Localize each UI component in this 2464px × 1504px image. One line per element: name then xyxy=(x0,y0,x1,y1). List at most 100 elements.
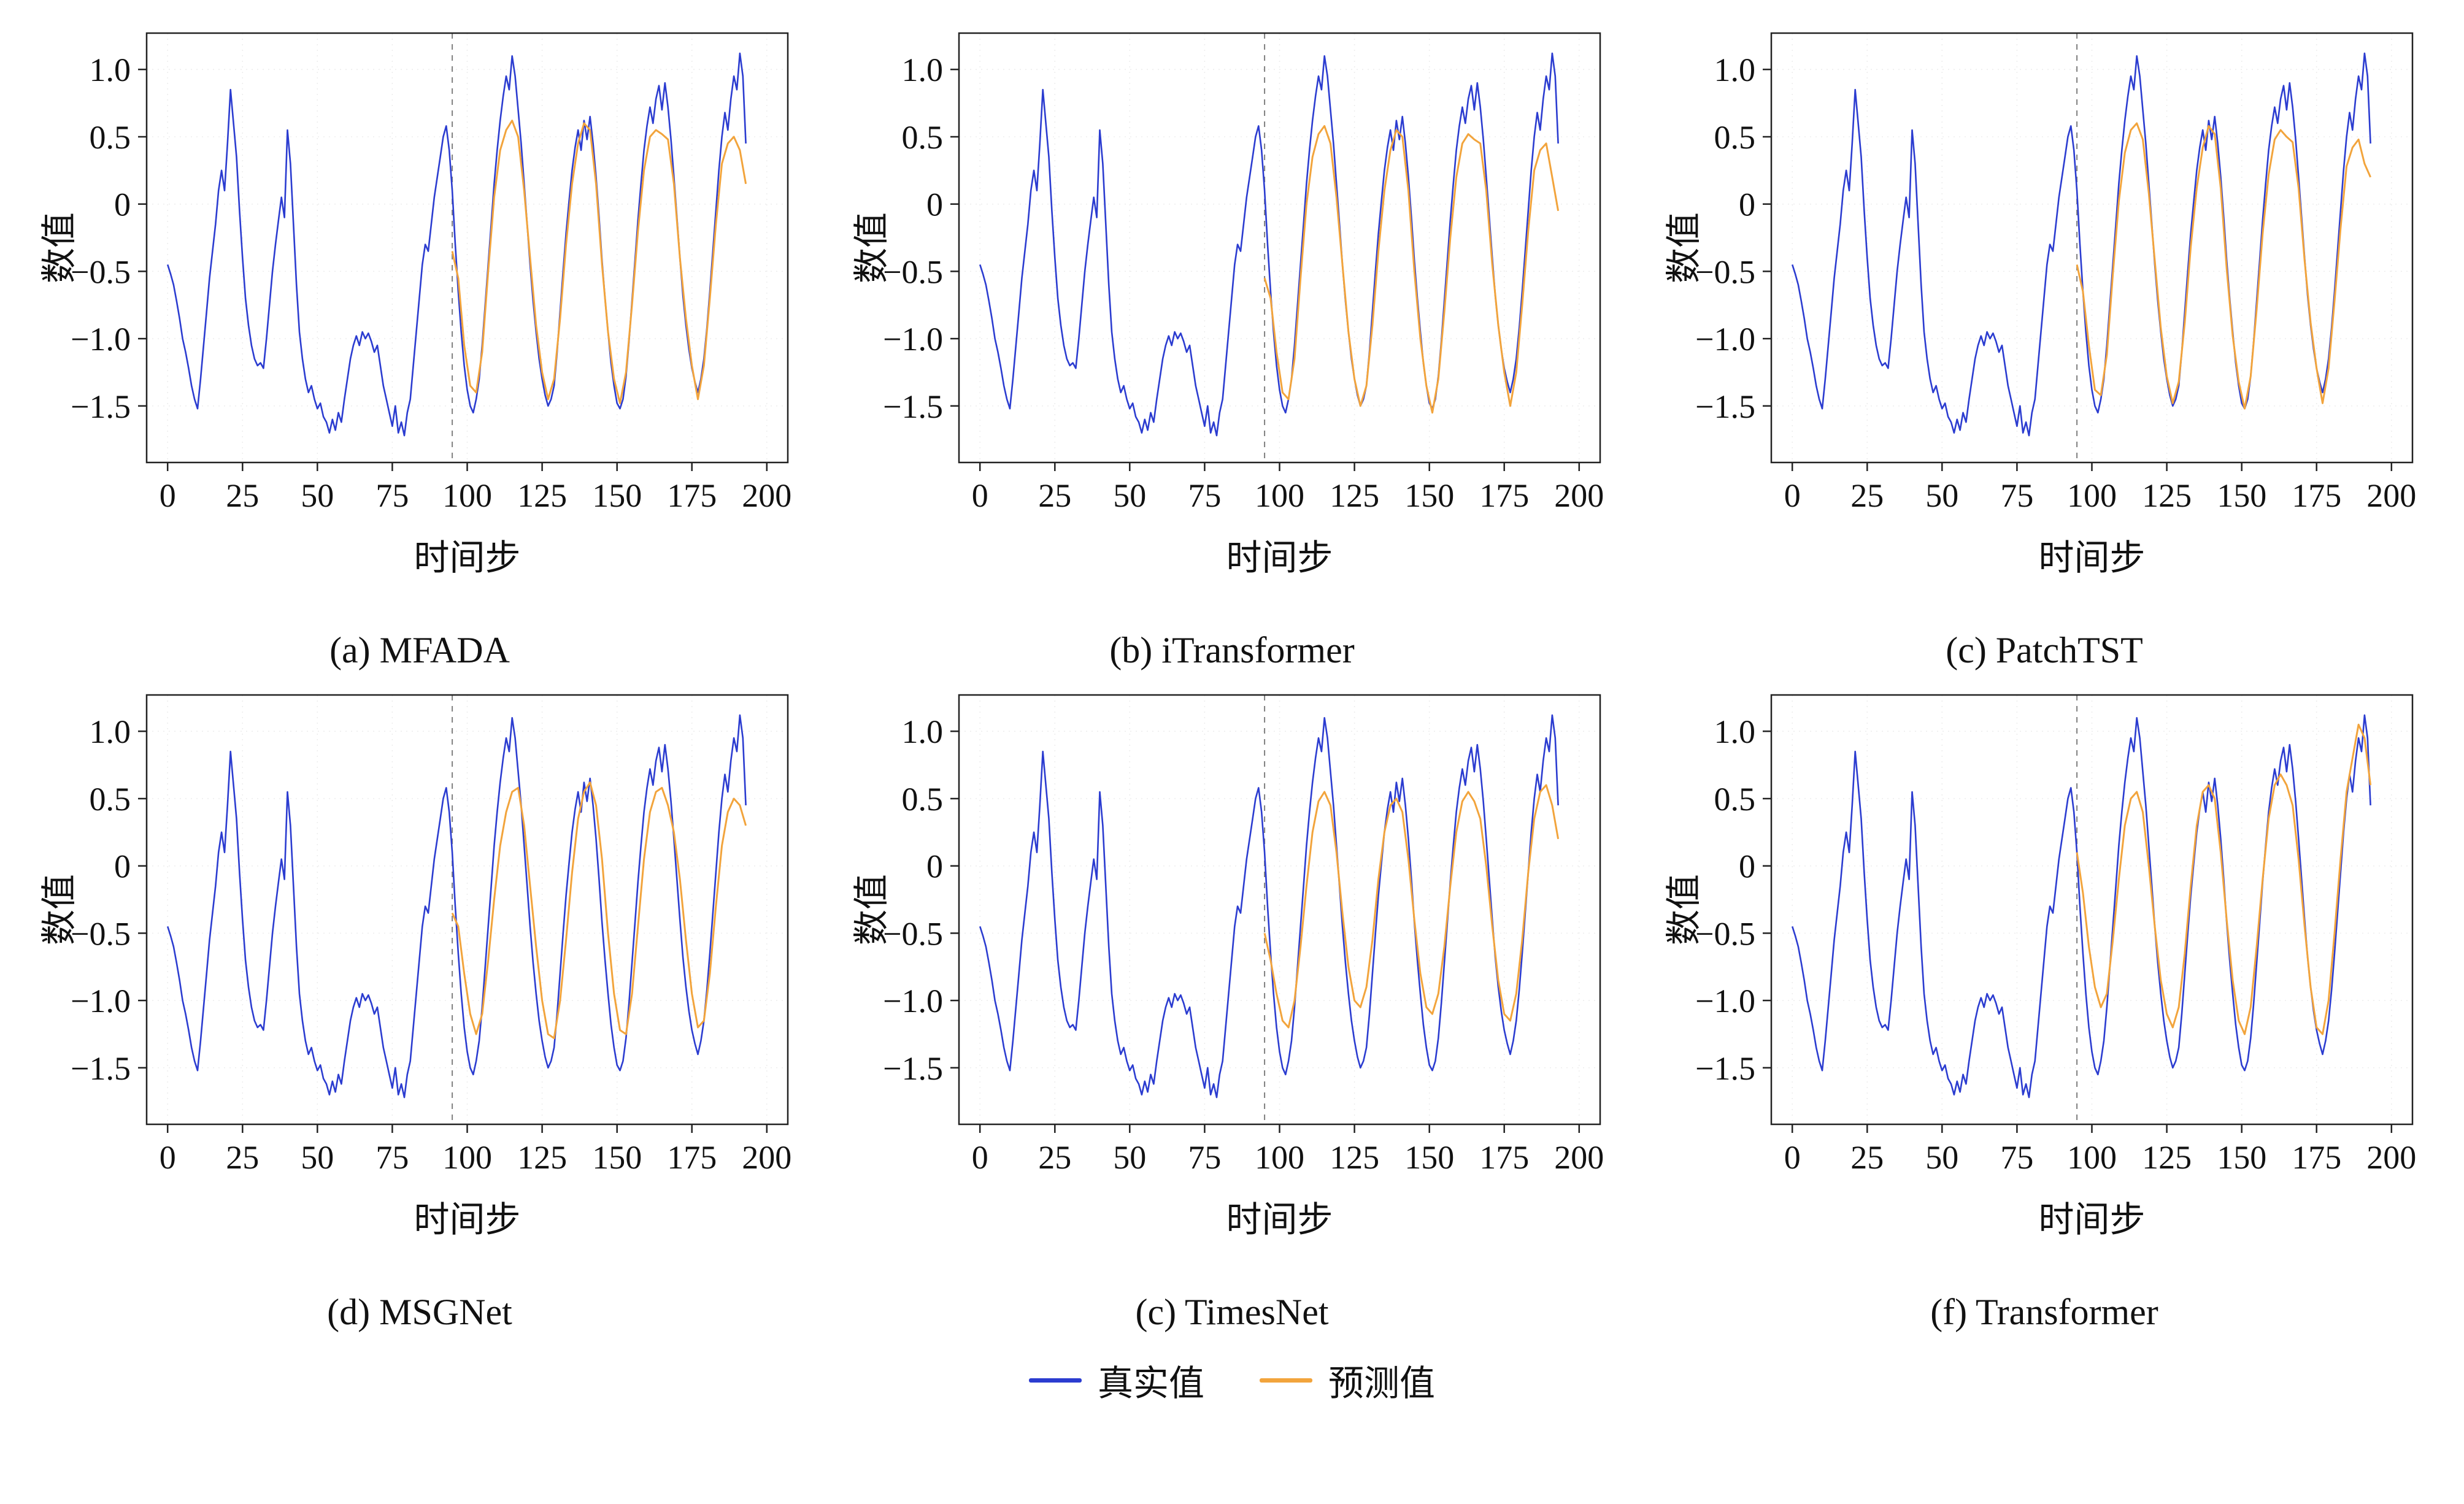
svg-text:−0.5: −0.5 xyxy=(1695,915,1755,952)
svg-text:150: 150 xyxy=(592,1139,642,1176)
svg-text:200: 200 xyxy=(2366,1139,2416,1176)
itransformer-chart: 0 25 50 75 100 125 150 175 200 1.0 0.5 0 −0.5 −1.0 −1.… xyxy=(852,32,1604,578)
patchtst-chart: 0 25 50 75 100 125 150 175 200 1.0 0.5 0 −0.5 −1.0 −1.… xyxy=(1664,32,2416,578)
svg-text:100: 100 xyxy=(1255,477,1304,514)
svg-text:−0.5: −0.5 xyxy=(1695,253,1755,290)
svg-text:50: 50 xyxy=(1925,1139,1958,1176)
legend-item-pred: 预测值 xyxy=(1260,1354,1435,1406)
svg-text:150: 150 xyxy=(2217,1139,2266,1176)
pred-line-swatch xyxy=(1260,1378,1312,1383)
svg-text:175: 175 xyxy=(1479,1139,1529,1176)
svg-text:数值: 数值 xyxy=(852,874,891,945)
svg-text:0: 0 xyxy=(972,1139,988,1176)
svg-text:125: 125 xyxy=(517,477,567,514)
legend-item-true: 真实值 xyxy=(1028,1354,1204,1406)
svg-text:时间步: 时间步 xyxy=(1226,1200,1333,1240)
panels-grid: 0 25 50 75 100 125 150 175 200 1.0 0.5 0 −0.5 −1.0 −1.… xyxy=(25,15,2439,1333)
panel-caption: (b) iTransformer xyxy=(1109,630,1355,670)
svg-text:125: 125 xyxy=(1330,477,1379,514)
svg-text:175: 175 xyxy=(1479,477,1529,514)
svg-text:数值: 数值 xyxy=(852,212,891,283)
svg-text:75: 75 xyxy=(1188,1139,1221,1176)
svg-text:25: 25 xyxy=(1038,1139,1071,1176)
svg-text:175: 175 xyxy=(2292,477,2341,514)
panel-itransformer: 0 25 50 75 100 125 150 175 200 1.0 0.5 0 −0.5 −1.0 −1.… xyxy=(837,15,1627,672)
svg-text:1.0: 1.0 xyxy=(1714,52,1756,88)
svg-text:50: 50 xyxy=(301,1139,334,1176)
svg-text:100: 100 xyxy=(442,1139,492,1176)
svg-text:25: 25 xyxy=(226,1139,259,1176)
svg-text:150: 150 xyxy=(1404,477,1454,514)
svg-text:时间步: 时间步 xyxy=(2038,1200,2145,1240)
svg-text:100: 100 xyxy=(1255,1139,1304,1176)
svg-text:200: 200 xyxy=(742,477,791,514)
svg-text:−1.5: −1.5 xyxy=(71,388,131,425)
svg-text:时间步: 时间步 xyxy=(414,1200,520,1240)
svg-text:0: 0 xyxy=(160,477,176,514)
svg-text:时间步: 时间步 xyxy=(1226,538,1333,578)
svg-text:75: 75 xyxy=(2000,1139,2033,1176)
svg-text:1.0: 1.0 xyxy=(902,713,944,750)
legend: 真实值 预测值 xyxy=(25,1354,2439,1406)
svg-text:0.5: 0.5 xyxy=(1714,781,1756,818)
svg-text:0: 0 xyxy=(926,186,943,223)
svg-text:−1.0: −1.0 xyxy=(883,321,943,358)
svg-text:0: 0 xyxy=(160,1139,176,1176)
svg-text:50: 50 xyxy=(301,477,334,514)
svg-text:50: 50 xyxy=(1925,477,1958,514)
svg-text:−1.0: −1.0 xyxy=(1695,321,1755,358)
svg-text:0: 0 xyxy=(972,477,988,514)
svg-text:0: 0 xyxy=(1739,186,1755,223)
svg-text:−1.0: −1.0 xyxy=(71,983,131,1019)
svg-text:−1.5: −1.5 xyxy=(1695,1050,1755,1087)
svg-text:200: 200 xyxy=(1554,1139,1604,1176)
svg-text:75: 75 xyxy=(1188,477,1221,514)
svg-text:−1.0: −1.0 xyxy=(71,321,131,358)
svg-text:150: 150 xyxy=(592,477,642,514)
svg-text:0: 0 xyxy=(926,848,943,885)
svg-text:25: 25 xyxy=(1850,477,1884,514)
panel-timesnet: 0 25 50 75 100 125 150 175 200 1.0 0.5 0 −0.5 −1.0 −1.… xyxy=(837,677,1627,1333)
mfada-chart: 0 25 50 75 100 125 150 175 200 1.0 0.5 0 −0.5 −1.0 −1.… xyxy=(39,32,791,578)
svg-text:125: 125 xyxy=(2142,1139,2192,1176)
svg-text:数值: 数值 xyxy=(1664,874,1704,945)
svg-text:0.5: 0.5 xyxy=(902,119,944,156)
svg-text:−0.5: −0.5 xyxy=(71,253,131,290)
svg-text:75: 75 xyxy=(2000,477,2033,514)
figure: 0 25 50 75 100 125 150 175 200 1.0 0.5 0 −0.5 −1.0 −1.… xyxy=(25,15,2439,1406)
svg-text:1.0: 1.0 xyxy=(90,713,131,750)
svg-text:−1.5: −1.5 xyxy=(71,1050,131,1087)
svg-text:0: 0 xyxy=(1739,848,1755,885)
svg-text:50: 50 xyxy=(1113,477,1146,514)
svg-text:0: 0 xyxy=(114,848,131,885)
svg-text:−0.5: −0.5 xyxy=(883,915,943,952)
svg-text:0: 0 xyxy=(1784,1139,1801,1176)
svg-text:数值: 数值 xyxy=(39,212,79,283)
svg-text:1.0: 1.0 xyxy=(1714,713,1756,750)
svg-text:数值: 数值 xyxy=(39,874,79,945)
svg-text:0: 0 xyxy=(1784,477,1801,514)
svg-text:150: 150 xyxy=(2217,477,2266,514)
svg-text:100: 100 xyxy=(2067,477,2117,514)
svg-text:25: 25 xyxy=(1850,1139,1884,1176)
svg-text:175: 175 xyxy=(2292,1139,2341,1176)
svg-text:−1.0: −1.0 xyxy=(1695,983,1755,1019)
svg-text:25: 25 xyxy=(226,477,259,514)
legend-true-label: 真实值 xyxy=(1097,1364,1204,1403)
panel-caption: (c) PatchTST xyxy=(1946,630,2143,670)
svg-text:1.0: 1.0 xyxy=(90,52,131,88)
svg-text:0.5: 0.5 xyxy=(902,781,944,818)
svg-text:75: 75 xyxy=(375,477,409,514)
panel-caption: (f) Transformer xyxy=(1930,1292,2158,1332)
svg-text:25: 25 xyxy=(1038,477,1071,514)
panel-patchtst: 0 25 50 75 100 125 150 175 200 1.0 0.5 0 −0.5 −1.0 −1.… xyxy=(1649,15,2439,672)
legend-pred-label: 预测值 xyxy=(1328,1364,1436,1403)
svg-text:175: 175 xyxy=(667,1139,717,1176)
svg-text:200: 200 xyxy=(2366,477,2416,514)
svg-text:时间步: 时间步 xyxy=(414,538,520,578)
svg-text:−0.5: −0.5 xyxy=(883,253,943,290)
svg-text:150: 150 xyxy=(1404,1139,1454,1176)
svg-text:−1.5: −1.5 xyxy=(1695,388,1755,425)
svg-text:−1.0: −1.0 xyxy=(883,983,943,1019)
svg-text:125: 125 xyxy=(517,1139,567,1176)
